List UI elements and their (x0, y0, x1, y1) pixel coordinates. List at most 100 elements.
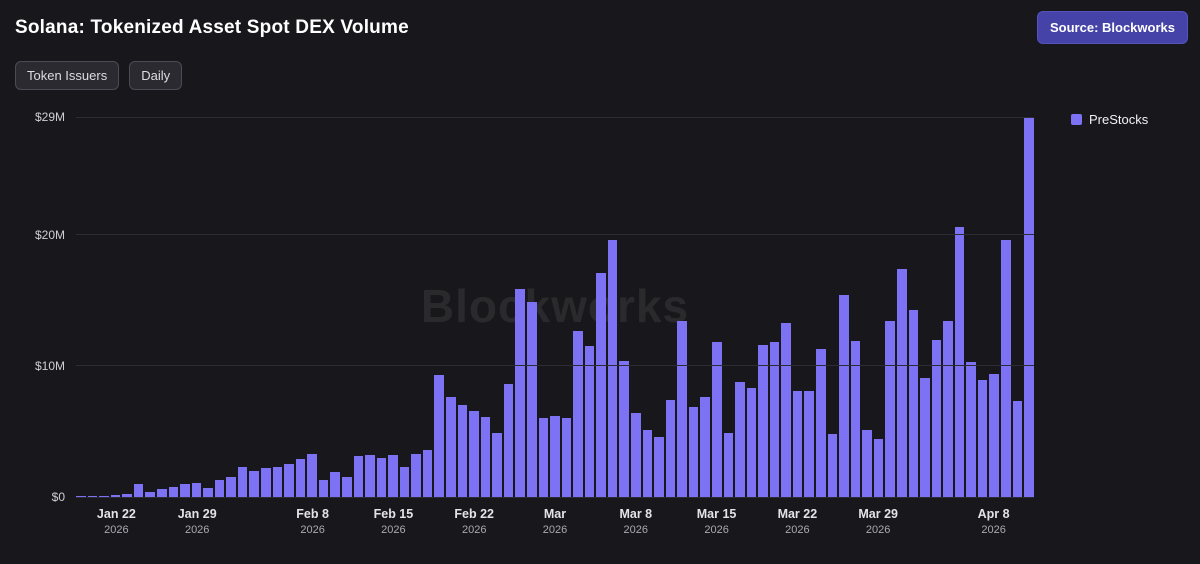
chart-bar[interactable] (607, 240, 618, 497)
chart-bar[interactable] (538, 418, 549, 497)
chart-bar[interactable] (434, 375, 444, 497)
y-axis-label: $20M (34, 227, 65, 242)
chart-bar[interactable] (1024, 117, 1034, 497)
chart-bar[interactable] (87, 495, 98, 497)
x-axis-tick: Mar 15 2026 (696, 507, 737, 536)
chart-bar[interactable] (110, 495, 121, 497)
chart-bar[interactable] (318, 479, 329, 497)
chart-bar[interactable] (700, 397, 710, 497)
chart-bar[interactable] (399, 466, 410, 497)
chart-bar[interactable] (596, 272, 606, 497)
chart-bar[interactable] (226, 477, 236, 497)
chart-bar[interactable] (180, 483, 190, 497)
chart-bar[interactable] (422, 449, 433, 497)
chart-bar[interactable] (977, 380, 988, 497)
chart-bar[interactable] (711, 342, 722, 497)
chart-bar[interactable] (480, 417, 491, 497)
chart-bar[interactable] (492, 432, 502, 497)
chart: Blockworks $0 $10M $20M $29M Jan 22 2026 Jan … (35, 110, 1034, 536)
chart-bar[interactable] (457, 405, 468, 497)
chart-bar[interactable] (249, 470, 259, 497)
chart-bar[interactable] (723, 432, 734, 497)
chart-bar[interactable] (307, 453, 317, 497)
source-button[interactable]: Source: Blockworks (1037, 11, 1188, 44)
legend-label: PreStocks (1089, 112, 1149, 127)
filter-daily[interactable]: Daily (129, 61, 183, 90)
chart-bar[interactable] (376, 457, 387, 497)
chart-bar[interactable] (550, 415, 560, 497)
chart-bar[interactable] (284, 464, 294, 497)
chart-bar[interactable] (688, 406, 699, 497)
chart-bar[interactable] (503, 384, 514, 497)
chart-bar[interactable] (145, 491, 155, 497)
chart-bar[interactable] (769, 342, 780, 497)
chart-bar[interactable] (237, 466, 248, 497)
chart-bar[interactable] (573, 330, 583, 497)
chart-bar[interactable] (792, 390, 803, 497)
chart-bar[interactable] (631, 413, 641, 497)
chart-bar[interactable] (365, 455, 375, 497)
x-axis-tick: Apr 8 2026 (977, 507, 1010, 536)
chart-bar[interactable] (272, 466, 283, 497)
chart-bar[interactable] (839, 295, 849, 497)
chart-bar[interactable] (677, 321, 687, 497)
chart-bar[interactable] (642, 430, 653, 497)
chart-bar[interactable] (654, 436, 664, 497)
chart-bar[interactable] (388, 455, 398, 497)
x-axis-tick: Feb 8 2026 (296, 507, 329, 536)
x-axis-tick: Mar 22 2026 (777, 507, 818, 536)
filter-token-issuers[interactable]: Token Issuers (15, 61, 120, 90)
chart-bar[interactable] (214, 479, 225, 497)
page-title: Solana: Tokenized Asset Spot DEX Volume (15, 17, 409, 38)
chart-bar[interactable] (746, 388, 757, 497)
chart-bar[interactable] (353, 456, 364, 497)
chart-bar[interactable] (827, 434, 838, 497)
chart-bar[interactable] (1001, 240, 1011, 497)
chart-bar[interactable] (954, 227, 965, 497)
chart-bar[interactable] (619, 360, 629, 497)
y-axis-label: $29M (34, 110, 65, 124)
chart-bar[interactable] (989, 373, 999, 497)
x-axis-tick: Mar 2026 (542, 507, 568, 536)
chart-bar[interactable] (295, 459, 306, 497)
chart-bar[interactable] (203, 487, 213, 497)
chart-bar[interactable] (469, 410, 479, 497)
x-axis: Jan 22 2026 Jan 29 2026 Feb 8 2026 Feb 15 2026 F… (76, 507, 1034, 551)
chart-bar[interactable] (862, 430, 872, 497)
chart-bar[interactable] (261, 468, 271, 497)
chart-bar[interactable] (908, 309, 919, 497)
chart-bar[interactable] (966, 362, 976, 497)
gridline (76, 365, 1034, 367)
chart-bar[interactable] (665, 400, 676, 497)
chart-bar[interactable] (122, 494, 132, 497)
chart-bar[interactable] (885, 321, 895, 497)
chart-bar[interactable] (584, 346, 595, 497)
chart-bar[interactable] (191, 482, 202, 497)
chart-bar[interactable] (1012, 401, 1023, 497)
chart-bar[interactable] (168, 486, 179, 497)
chart-bar[interactable] (735, 381, 745, 497)
chart-bar[interactable] (943, 321, 953, 497)
chart-bar[interactable] (330, 472, 340, 497)
y-axis-label: $0 (51, 490, 65, 504)
chart-bar[interactable] (804, 390, 814, 497)
chart-bar[interactable] (920, 377, 930, 497)
chart-bar[interactable] (873, 439, 884, 497)
chart-bar[interactable] (133, 483, 144, 497)
chart-bar[interactable] (758, 345, 768, 497)
chart-bar[interactable] (446, 397, 456, 497)
x-axis-tick: Feb 15 2026 (373, 507, 414, 536)
chart-bar[interactable] (526, 301, 537, 497)
chart-bar[interactable] (341, 477, 352, 497)
chart-bar[interactable] (896, 269, 907, 497)
chart-bar[interactable] (850, 341, 861, 497)
chart-bar[interactable] (931, 339, 942, 497)
chart-bar[interactable] (781, 322, 791, 497)
x-axis-tick: Mar 8 2026 (619, 507, 653, 536)
chart-bar[interactable] (99, 495, 109, 497)
chart-bar[interactable] (156, 489, 167, 497)
chart-bar[interactable] (515, 288, 525, 497)
chart-bar[interactable] (561, 418, 572, 497)
chart-bar[interactable] (411, 453, 421, 497)
chart-bar[interactable] (816, 348, 826, 497)
